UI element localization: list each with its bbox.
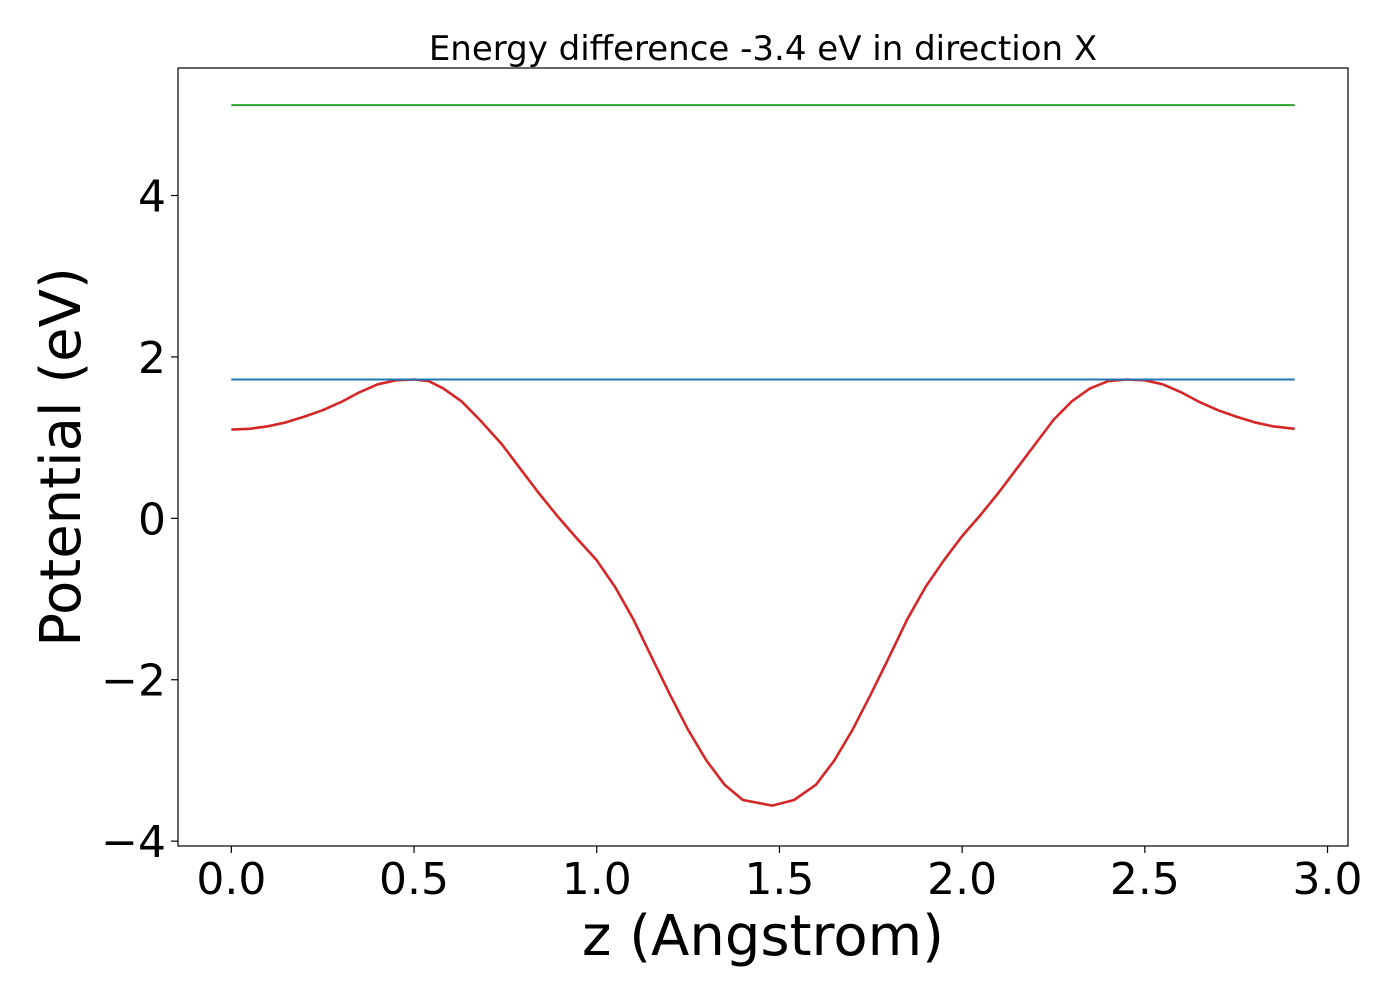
x-tick-label: 2.5 [1110,854,1180,905]
y-axis-ticks: −4 −2 0 2 4 [101,172,178,868]
y-tick-label: 4 [138,172,166,223]
y-tick-label: 0 [138,494,166,545]
y-tick-label: 2 [138,333,166,384]
x-tick-label: 0.5 [379,854,449,905]
y-axis-label: Potential (eV) [29,267,94,647]
x-tick-label: 0.0 [196,854,266,905]
x-axis-ticks: 0.0 0.5 1.0 1.5 2.0 2.5 3.0 [196,846,1363,905]
series-layer [231,104,1295,807]
chart-title: Energy difference -3.4 eV in direction X [429,29,1097,69]
x-axis-label: z (Angstrom) [582,904,944,969]
x-tick-label: 1.5 [744,854,814,905]
x-tick-label: 3.0 [1293,854,1363,905]
series-line-potential [231,378,1295,807]
plot-frame [177,67,1349,847]
y-tick-label: −2 [101,656,166,707]
y-tick-label: −4 [101,817,166,868]
x-tick-label: 1.0 [562,854,632,905]
x-tick-label: 2.0 [927,854,997,905]
